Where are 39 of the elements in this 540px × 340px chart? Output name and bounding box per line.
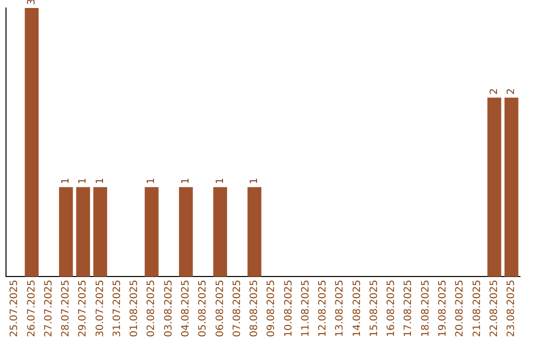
x-tick-label: 28.07.2025 <box>60 280 72 338</box>
x-tick-label: 02.08.2025 <box>146 280 158 338</box>
x-tick-label: 01.08.2025 <box>129 280 140 338</box>
x-tick-label: 07.08.2025 <box>232 280 243 338</box>
x-tick-label: 14.08.2025 <box>352 280 363 338</box>
data-label: 1 <box>60 178 72 184</box>
x-tick-label: 27.07.2025 <box>43 280 54 338</box>
x-tick-label: 15.08.2025 <box>368 280 380 338</box>
data-label: 1 <box>249 178 260 184</box>
data-label: 1 <box>214 178 226 184</box>
x-tick-label: 04.08.2025 <box>180 280 192 338</box>
x-tick-label: 08.08.2025 <box>249 280 260 338</box>
x-tick-label: 11.08.2025 <box>300 280 312 338</box>
x-tick-label: 20.08.2025 <box>454 280 466 338</box>
x-tick-label: 18.08.2025 <box>420 280 432 338</box>
x-tick-label: 26.07.2025 <box>26 280 38 338</box>
x-tick-label: 25.07.2025 <box>9 280 20 338</box>
data-label: 2 <box>506 88 518 95</box>
x-tick-label: 16.08.2025 <box>386 280 398 338</box>
x-tick-label: 21.08.2025 <box>472 280 483 338</box>
x-tick-label: 17.08.2025 <box>403 280 414 338</box>
x-tick-label: 13.08.2025 <box>334 280 346 338</box>
x-tick-label: 03.08.2025 <box>163 280 174 338</box>
data-label: 2 <box>488 88 500 95</box>
x-tick-label: 19.08.2025 <box>437 280 448 338</box>
data-label: 1 <box>94 178 106 184</box>
x-tick-label: 30.07.2025 <box>94 280 106 338</box>
data-label: 1 <box>146 178 158 184</box>
data-label: 1 <box>180 178 192 184</box>
data-label: 1 <box>78 178 89 184</box>
x-tick-label: 10.08.2025 <box>283 280 294 338</box>
x-tick-label: 12.08.2025 <box>318 280 329 338</box>
x-tick-label: 22.08.2025 <box>488 280 500 338</box>
x-tick-label: 31.07.2025 <box>112 280 123 338</box>
x-tick-label: 05.08.2025 <box>198 280 209 338</box>
x-tick-label: 09.08.2025 <box>266 280 278 338</box>
x-tick-label: 29.07.2025 <box>78 280 89 338</box>
x-tick-label: 23.08.2025 <box>506 280 518 338</box>
x-tick-label: 06.08.2025 <box>214 280 226 338</box>
